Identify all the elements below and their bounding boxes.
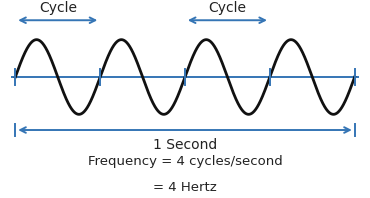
Text: Cycle: Cycle [208, 1, 246, 15]
Text: 1 Second: 1 Second [153, 138, 217, 152]
Text: Frequency = 4 cycles/second: Frequency = 4 cycles/second [88, 155, 282, 168]
Text: = 4 Hertz: = 4 Hertz [153, 181, 217, 194]
Text: Cycle: Cycle [39, 1, 77, 15]
